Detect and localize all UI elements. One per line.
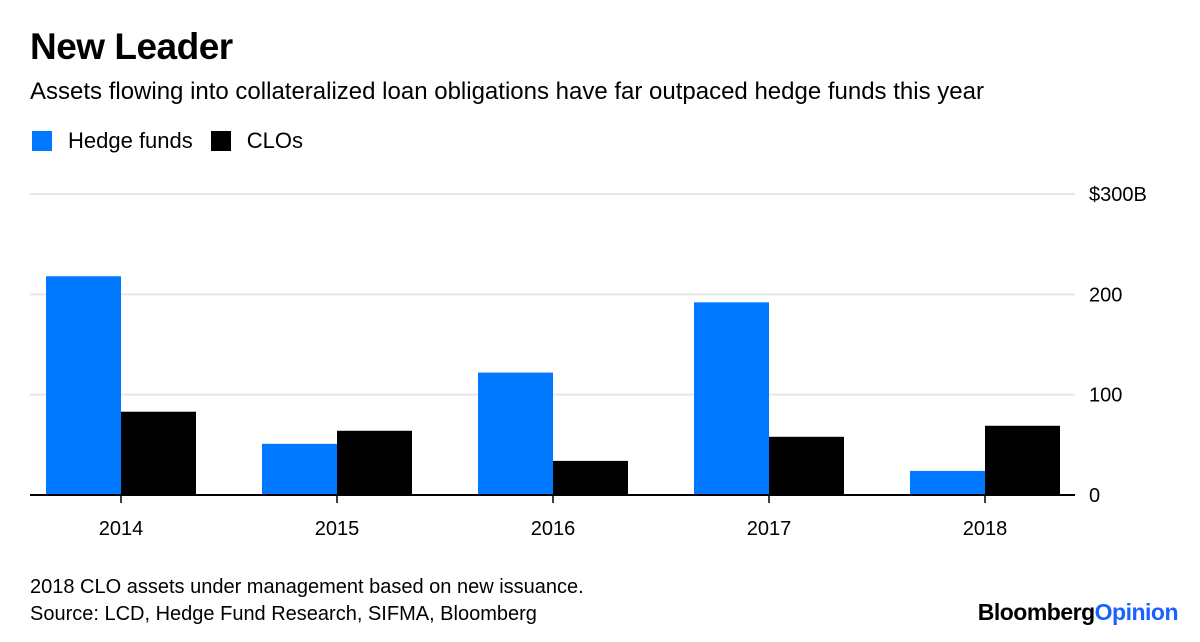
bar-hedge-funds-2014 [46,276,121,495]
x-tick-label: 2015 [315,518,360,540]
bar-hedge-funds-2016 [478,372,553,495]
bar-clos-2015 [337,430,412,495]
bars [46,276,1060,495]
chart-subtitle: Assets flowing into collateralized loan … [30,78,984,105]
x-tick-label: 2016 [531,518,576,540]
legend: Hedge funds CLOs [32,128,321,154]
bar-hedge-funds-2015 [262,443,337,495]
x-axis-labels: 2014 2015 2016 2017 2018 [99,518,1008,540]
footnote-source: Source: LCD, Hedge Fund Research, SIFMA,… [30,603,537,625]
brand-suffix: Opinion [1094,599,1179,625]
gridlines [30,193,1075,396]
footnote: 2018 CLO assets under management based o… [30,574,584,628]
x-tick-label: 2018 [963,518,1008,540]
bar-hedge-funds-2018 [910,470,985,495]
x-tick-label: 2017 [747,518,792,540]
y-axis-labels: 0 100 200 $300B [1089,184,1147,507]
legend-swatch-clos [210,131,231,151]
legend-label-clos: CLOs [246,128,304,153]
bar-clos-2018 [985,425,1060,495]
bar-clos-2017 [769,436,844,495]
y-tick-label: 100 [1089,385,1122,407]
brand-name: Bloomberg [977,599,1095,625]
y-tick-label: $300B [1089,184,1147,206]
bar-clos-2016 [553,460,628,495]
x-tick-label: 2014 [99,518,144,540]
bar-hedge-funds-2017 [694,302,769,495]
x-axis [30,494,1075,503]
bloomberg-opinion-logo: BloombergOpinion [977,599,1179,626]
legend-swatch-hedge-funds [32,131,52,151]
bar-clos-2014 [121,411,196,495]
y-tick-label: 200 [1089,284,1122,306]
legend-label-hedge-funds: Hedge funds [68,128,193,153]
y-tick-label: 0 [1089,485,1100,507]
legend-item-hedge-funds: Hedge funds [32,128,193,154]
legend-item-clos: CLOs [210,128,304,154]
footnote-note: 2018 CLO assets under management based o… [30,576,584,598]
chart-title: New Leader [30,26,233,67]
